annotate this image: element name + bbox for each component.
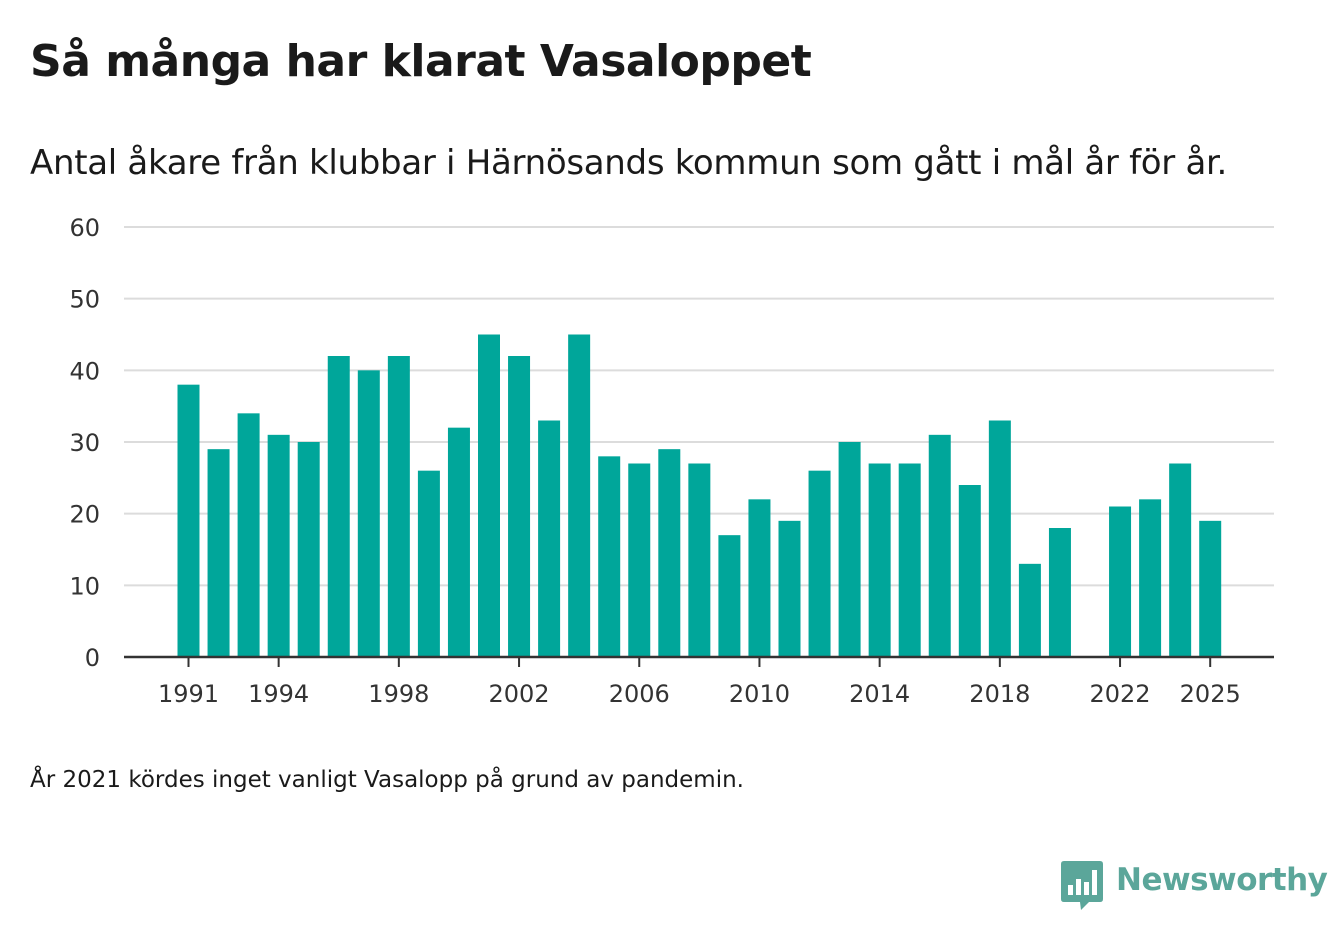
bar-2006 — [628, 463, 651, 657]
x-tick-label-1998: 1998 — [368, 680, 429, 708]
x-tick-label-2025: 2025 — [1180, 680, 1241, 708]
bar-2002 — [508, 356, 531, 657]
bar-2010 — [748, 499, 771, 657]
bar-2013 — [838, 442, 861, 657]
bar-2011 — [778, 520, 801, 657]
x-tick-label-1994: 1994 — [248, 680, 309, 708]
x-tick-label-1991: 1991 — [158, 680, 219, 708]
x-tick-label-2018: 2018 — [969, 680, 1030, 708]
bars — [177, 334, 1222, 657]
bar-1998 — [387, 356, 410, 657]
bar-2005 — [598, 456, 621, 657]
axes: 0 10 20 30 40 50 60 1991 1994 1998 2002 2006 2010 201… — [69, 214, 1274, 708]
bar-2017 — [958, 485, 981, 657]
bar-2004 — [568, 334, 591, 657]
bar-1992 — [207, 449, 230, 657]
bar-2024 — [1169, 463, 1192, 657]
chart-title: Så många har klarat Vasaloppet — [30, 36, 812, 87]
bar-1995 — [297, 442, 320, 657]
newsworthy-logo: Newsworthy — [1061, 861, 1328, 913]
bar-2022 — [1109, 506, 1132, 657]
y-tick-label-30: 30 — [69, 429, 100, 457]
bar-2007 — [658, 449, 681, 657]
bar-2012 — [808, 470, 831, 657]
bar-2023 — [1139, 499, 1162, 657]
bar-1993 — [237, 413, 260, 657]
bar-2009 — [718, 535, 741, 657]
y-tick-label-60: 60 — [69, 214, 100, 242]
bar-2016 — [928, 434, 951, 657]
chart-subtitle: Antal åkare från klubbar i Härnösands ko… — [30, 143, 1228, 183]
bar-2015 — [898, 463, 921, 657]
bar-2019 — [1018, 563, 1041, 657]
bar-1991 — [177, 384, 200, 657]
bar-2014 — [868, 463, 891, 657]
x-tick-label-2022: 2022 — [1090, 680, 1151, 708]
bar-1994 — [267, 434, 290, 657]
y-tick-label-10: 10 — [69, 572, 100, 600]
y-tick-label-40: 40 — [69, 357, 100, 385]
bar-1999 — [417, 470, 440, 657]
bar-2020 — [1048, 528, 1071, 657]
bar-2000 — [447, 427, 470, 657]
bar-2001 — [478, 334, 500, 657]
bar-chart: 0 10 20 30 40 50 60 1991 1994 1998 2002 2006 2010 201… — [69, 214, 1274, 708]
bar-chart-speech-bubble-icon — [1061, 861, 1103, 910]
bar-2018 — [988, 420, 1011, 657]
bar-2025 — [1199, 520, 1222, 657]
bar-1996 — [327, 356, 350, 657]
y-tick-label-20: 20 — [69, 501, 100, 529]
x-tick-label-2014: 2014 — [849, 680, 910, 708]
bar-1997 — [357, 370, 380, 657]
y-tick-label-0: 0 — [85, 644, 100, 672]
x-tick-label-2010: 2010 — [729, 680, 790, 708]
bar-2003 — [538, 420, 561, 657]
bar-2008 — [688, 463, 711, 657]
x-tick-label-2006: 2006 — [609, 680, 670, 708]
logo-text: Newsworthy — [1116, 862, 1328, 898]
chart-footnote: År 2021 kördes inget vanligt Vasalopp på… — [30, 767, 744, 793]
y-tick-label-50: 50 — [69, 286, 100, 314]
x-tick-label-2002: 2002 — [489, 680, 550, 708]
